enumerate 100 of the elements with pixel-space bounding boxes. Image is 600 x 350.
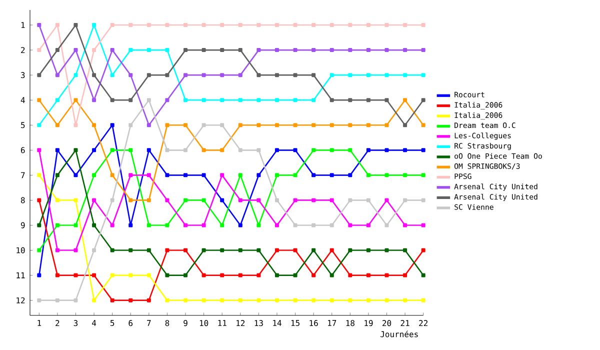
point	[312, 173, 316, 178]
x-tick-label: 6	[128, 320, 133, 326]
point	[202, 248, 206, 252]
point	[202, 148, 206, 152]
point	[293, 148, 298, 152]
point	[238, 198, 242, 202]
y-tick-label: 6	[20, 147, 25, 154]
point	[165, 148, 170, 152]
point	[384, 223, 389, 228]
point	[348, 248, 352, 252]
point	[92, 98, 96, 102]
x-tick-label: 15	[291, 320, 300, 326]
point	[220, 123, 224, 128]
point	[184, 198, 188, 202]
x-tick-label: 22	[419, 320, 428, 326]
x-tick-label: 3	[74, 320, 78, 326]
point	[37, 173, 42, 178]
point	[55, 123, 60, 128]
point	[37, 48, 42, 52]
point	[184, 73, 188, 78]
point	[74, 223, 78, 228]
y-tick-label: 9	[20, 222, 25, 228]
x-axis-title: Journées	[380, 330, 418, 338]
point	[384, 23, 389, 28]
point	[238, 173, 242, 178]
y-tick-label: 2	[21, 47, 25, 54]
point	[312, 48, 316, 52]
point	[384, 198, 389, 202]
point	[384, 298, 389, 302]
point	[184, 273, 188, 278]
point	[74, 298, 78, 302]
point	[256, 273, 261, 278]
point	[146, 98, 151, 102]
point	[220, 173, 224, 178]
point	[403, 298, 408, 302]
y-tick-label: 1	[21, 22, 25, 28]
point	[293, 123, 298, 128]
point	[146, 23, 151, 28]
point	[184, 173, 188, 178]
point	[92, 248, 96, 252]
point	[256, 73, 261, 78]
point	[312, 23, 316, 28]
point	[37, 298, 42, 302]
point	[366, 198, 370, 202]
point	[146, 48, 151, 52]
point	[55, 223, 60, 228]
point	[128, 248, 133, 252]
x-tick-label: 4	[92, 320, 96, 326]
point	[220, 198, 224, 202]
point	[403, 123, 408, 128]
point	[37, 148, 42, 152]
point	[312, 73, 316, 78]
point	[220, 73, 224, 78]
point	[330, 198, 334, 202]
x-tick-label: 1	[38, 320, 42, 326]
point	[110, 123, 114, 128]
point	[384, 123, 389, 128]
point	[110, 73, 114, 78]
point	[74, 198, 78, 202]
point	[92, 123, 96, 128]
point	[165, 273, 170, 278]
point	[165, 173, 170, 178]
point	[366, 123, 370, 128]
point	[37, 198, 42, 202]
point	[37, 123, 42, 128]
point	[202, 23, 206, 28]
point	[256, 148, 261, 152]
point	[37, 73, 42, 78]
point	[403, 23, 408, 28]
point	[274, 98, 279, 102]
point	[330, 48, 334, 52]
point	[110, 248, 114, 252]
point	[256, 173, 261, 178]
point	[92, 298, 96, 302]
point	[202, 298, 206, 302]
point	[74, 23, 78, 28]
point	[92, 173, 96, 178]
point	[74, 73, 78, 78]
point	[274, 123, 279, 128]
point	[330, 123, 334, 128]
point	[366, 23, 370, 28]
x-tick-label: 5	[110, 320, 114, 326]
point	[128, 73, 133, 78]
point	[384, 173, 389, 178]
point	[293, 223, 298, 228]
point	[348, 273, 352, 278]
point	[55, 248, 60, 252]
point	[330, 273, 334, 278]
x-tick-label: 19	[364, 320, 373, 326]
point	[110, 198, 114, 202]
point	[202, 223, 206, 228]
x-tick-label: 13	[254, 320, 263, 326]
point	[366, 98, 370, 102]
point	[256, 123, 261, 128]
point	[146, 298, 151, 302]
point	[238, 123, 242, 128]
x-tick-label: 10	[200, 320, 208, 326]
x-tick-label: 16	[310, 320, 318, 326]
y-tick-label: 12	[16, 297, 25, 304]
point	[366, 48, 370, 52]
